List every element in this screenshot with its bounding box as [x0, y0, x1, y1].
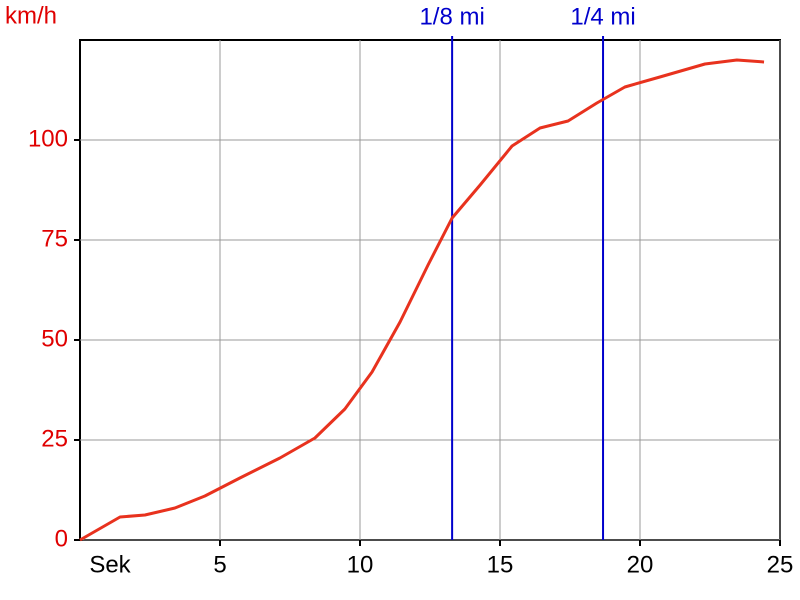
y-axis-label: km/h — [5, 2, 57, 29]
x-tick-label: 10 — [347, 551, 374, 578]
x-tick-label: 15 — [487, 551, 514, 578]
speed-line — [79, 58, 765, 542]
x-tick-label: 25 — [767, 551, 794, 578]
distance-marker-label: 1/8 mi — [419, 3, 484, 30]
plot-frame — [79, 39, 781, 541]
x-tick-label: 5 — [213, 551, 226, 578]
y-tick-label: 0 — [55, 525, 68, 552]
y-tick-label: 50 — [41, 325, 68, 352]
y-tick-label: 100 — [28, 125, 68, 152]
distance-marker-label: 1/4 mi — [570, 3, 635, 30]
y-tick-label: 75 — [41, 225, 68, 252]
x-axis-label: Sek — [89, 551, 131, 578]
x-tick-label: 20 — [627, 551, 654, 578]
y-tick-label: 25 — [41, 425, 68, 452]
